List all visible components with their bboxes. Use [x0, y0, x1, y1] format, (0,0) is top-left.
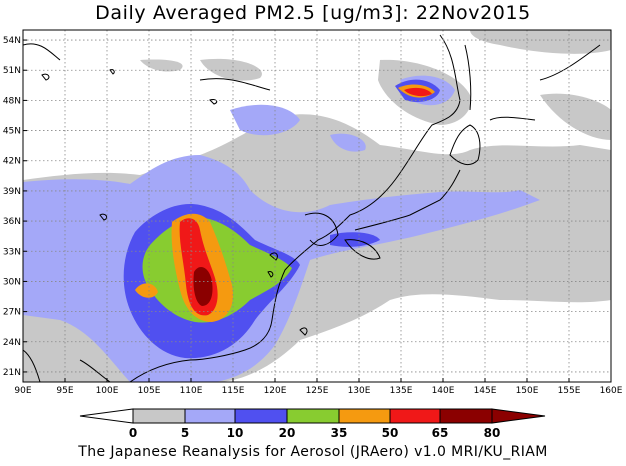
- lon-tick-label: 110E: [180, 386, 203, 396]
- lon-tick-label: 135E: [390, 386, 413, 396]
- colorbar-level-label: 10: [227, 426, 244, 440]
- lon-tick-label: 100E: [96, 386, 119, 396]
- lat-tick-label: 48N: [3, 96, 21, 106]
- lon-tick-label: 130E: [348, 386, 371, 396]
- colorbar-level-label: 80: [484, 426, 501, 440]
- colorbar-under-triangle: [79, 408, 134, 424]
- colorbar-level-label: 5: [181, 426, 189, 440]
- lon-tick-label: 155E: [558, 386, 581, 396]
- lat-tick-label: 36N: [3, 217, 21, 227]
- colorbar-level-label: 20: [279, 426, 296, 440]
- lon-tick-label: 95E: [56, 386, 73, 396]
- longitude-labels: 90E 95E 100E 105E 110E 115E 120E 125E 130E 135E 14…: [14, 386, 622, 396]
- lon-tick-label: 125E: [306, 386, 329, 396]
- lon-tick-label: 160E: [600, 386, 623, 396]
- colorbar-box: [286, 408, 340, 424]
- colorbar-level-label: 50: [382, 426, 399, 440]
- lat-tick-label: 30N: [3, 277, 21, 287]
- lon-tick-label: 105E: [138, 386, 161, 396]
- gridlines: [22, 30, 612, 382]
- lat-tick-label: 39N: [3, 187, 21, 197]
- colorbar-box: [184, 408, 236, 424]
- lat-tick-label: 51N: [3, 66, 21, 76]
- lon-tick-label: 90E: [14, 386, 31, 396]
- colorbar-over-triangle: [491, 408, 546, 424]
- lon-tick-label: 115E: [222, 386, 245, 396]
- colorbar-level-label: 35: [331, 426, 348, 440]
- colorbar-box: [132, 408, 186, 424]
- footer-credit: The Japanese Reanalysis for Aerosol (JRA…: [78, 444, 548, 460]
- pm25-contours: [23, 30, 611, 382]
- lon-tick-label: 150E: [516, 386, 539, 396]
- lat-tick-label: 24N: [3, 338, 21, 348]
- lat-tick-label: 54N: [3, 36, 21, 46]
- colorbar-box: [439, 408, 493, 424]
- lat-tick-label: 42N: [3, 157, 21, 167]
- map-title: Daily Averaged PM2.5 [ug/m3]: 22Nov2015: [95, 2, 531, 24]
- colorbar-box: [234, 408, 288, 424]
- lat-tick-label: 45N: [3, 127, 21, 137]
- colorbar-box: [338, 408, 391, 424]
- lon-tick-label: 145E: [474, 386, 497, 396]
- colorbar-level-label: 65: [432, 426, 449, 440]
- latitude-labels: 54N 51N 48N 45N 42N 39N 36N 33N 30N 27N 24N 21N: [3, 36, 21, 378]
- coastlines: [23, 34, 601, 382]
- contour-80-plus: [193, 267, 213, 306]
- colorbar-level-label: 0: [129, 426, 137, 440]
- colorbar-box: [389, 408, 441, 424]
- plot-frame: [22, 29, 612, 383]
- lon-tick-label: 120E: [264, 386, 287, 396]
- colorbar: 0 5 10 20 35 50 65 80: [79, 408, 546, 440]
- lat-tick-label: 33N: [3, 247, 21, 257]
- lat-tick-label: 21N: [3, 368, 21, 378]
- lat-tick-label: 27N: [3, 308, 21, 318]
- lon-tick-label: 140E: [432, 386, 455, 396]
